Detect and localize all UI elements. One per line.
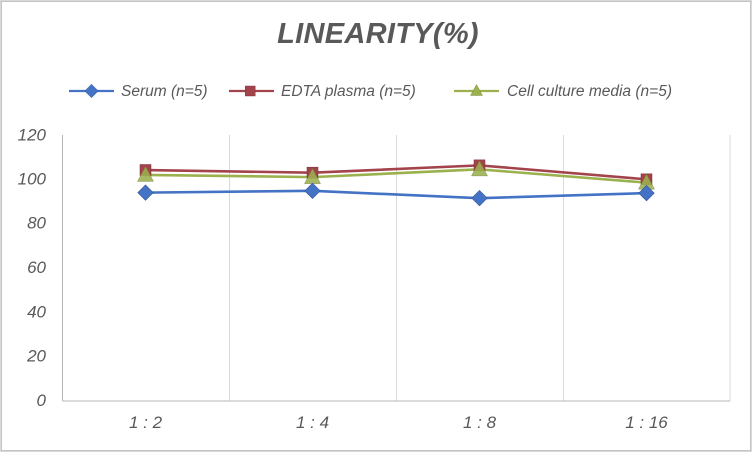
- svg-text:120: 120: [18, 126, 47, 145]
- svg-text:80: 80: [27, 214, 46, 233]
- svg-text:1 : 2: 1 : 2: [129, 413, 163, 432]
- svg-text:1 : 4: 1 : 4: [296, 413, 329, 432]
- svg-text:60: 60: [27, 258, 46, 277]
- svg-text:100: 100: [18, 170, 47, 189]
- svg-text:1 : 8: 1 : 8: [463, 413, 497, 432]
- svg-text:EDTA plasma (n=5): EDTA plasma (n=5): [281, 83, 416, 100]
- svg-text:40: 40: [27, 303, 46, 322]
- svg-text:20: 20: [26, 347, 46, 366]
- svg-text:1 : 16: 1 : 16: [625, 413, 668, 432]
- svg-text:0: 0: [37, 391, 47, 410]
- svg-text:Cell culture media (n=5): Cell culture media (n=5): [507, 83, 672, 100]
- svg-text:Serum (n=5): Serum (n=5): [121, 83, 208, 100]
